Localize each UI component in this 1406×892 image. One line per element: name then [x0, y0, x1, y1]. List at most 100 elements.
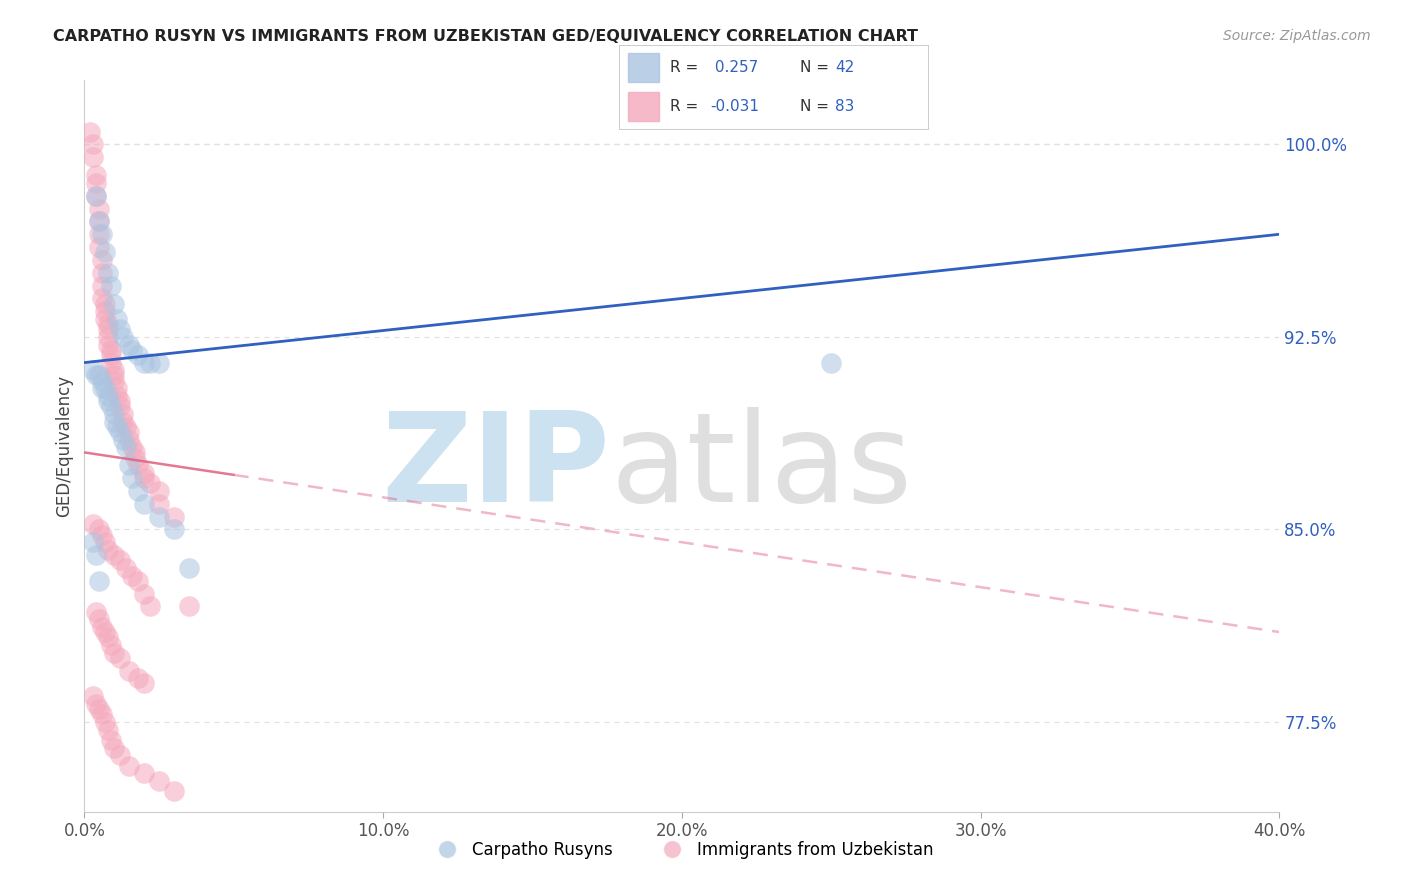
Point	[124, 450, 146, 465]
Point	[118, 758, 141, 772]
Point	[132, 466, 156, 480]
Point	[86, 548, 108, 562]
Point	[89, 368, 111, 383]
Point	[97, 389, 120, 403]
Text: CARPATHO RUSYN VS IMMIGRANTS FROM UZBEKISTAN GED/EQUIVALENCY CORRELATION CHART: CARPATHO RUSYN VS IMMIGRANTS FROM UZBEKI…	[53, 29, 918, 44]
Text: 0.257: 0.257	[710, 60, 758, 75]
Point	[91, 227, 114, 242]
Point	[103, 407, 125, 421]
Point	[89, 240, 111, 254]
Point	[94, 381, 117, 395]
Point	[121, 568, 143, 582]
Text: 83: 83	[835, 99, 855, 114]
Point	[89, 227, 111, 242]
Text: N =: N =	[800, 99, 834, 114]
Point	[127, 671, 149, 685]
Point	[89, 574, 111, 588]
Text: R =: R =	[669, 60, 703, 75]
Point	[110, 748, 132, 763]
Point	[94, 312, 117, 326]
Point	[177, 561, 200, 575]
Point	[112, 433, 135, 447]
Point	[82, 137, 104, 152]
Point	[91, 620, 114, 634]
Point	[139, 476, 162, 491]
Point	[132, 471, 156, 485]
Point	[115, 440, 138, 454]
Point	[97, 723, 120, 737]
Point	[118, 337, 141, 351]
Text: N =: N =	[800, 60, 834, 75]
Point	[110, 399, 132, 413]
Point	[105, 419, 128, 434]
Text: -0.031: -0.031	[710, 99, 759, 114]
Point	[94, 304, 117, 318]
Point	[100, 399, 122, 413]
Point	[100, 278, 122, 293]
Legend: Carpatho Rusyns, Immigrants from Uzbekistan: Carpatho Rusyns, Immigrants from Uzbekis…	[425, 834, 939, 865]
Point	[91, 266, 114, 280]
Point	[97, 322, 120, 336]
Point	[100, 732, 122, 747]
Point	[163, 523, 186, 537]
Point	[110, 394, 132, 409]
Point	[132, 497, 156, 511]
Point	[89, 702, 111, 716]
Point	[103, 368, 125, 383]
Point	[148, 773, 170, 788]
Point	[103, 374, 125, 388]
Point	[103, 740, 125, 755]
Point	[82, 517, 104, 532]
Point	[127, 574, 149, 588]
Point	[105, 389, 128, 403]
Point	[115, 561, 138, 575]
Point	[103, 363, 125, 377]
Text: 42: 42	[835, 60, 855, 75]
Text: Source: ZipAtlas.com: Source: ZipAtlas.com	[1223, 29, 1371, 43]
Point	[100, 348, 122, 362]
Point	[127, 348, 149, 362]
Point	[115, 419, 138, 434]
Point	[163, 509, 186, 524]
Point	[89, 523, 111, 537]
Point	[127, 458, 149, 473]
Point	[86, 605, 108, 619]
Point	[97, 266, 120, 280]
Point	[112, 415, 135, 429]
Point	[97, 317, 120, 331]
Point	[148, 355, 170, 369]
Point	[132, 676, 156, 690]
Point	[148, 497, 170, 511]
Point	[86, 697, 108, 711]
Point	[94, 245, 117, 260]
Point	[118, 425, 141, 439]
Point	[86, 176, 108, 190]
Point	[82, 150, 104, 164]
Point	[86, 168, 108, 182]
Point	[820, 355, 842, 369]
Point	[91, 527, 114, 541]
Point	[163, 784, 186, 798]
Point	[121, 343, 143, 357]
Point	[97, 543, 120, 558]
Point	[112, 330, 135, 344]
Point	[100, 355, 122, 369]
Bar	[628, 92, 659, 120]
Point	[97, 337, 120, 351]
Point	[82, 535, 104, 549]
Point	[91, 292, 114, 306]
Point	[82, 363, 104, 377]
Point	[132, 586, 156, 600]
Point	[91, 252, 114, 267]
Point	[148, 483, 170, 498]
Y-axis label: GED/Equivalency: GED/Equivalency	[55, 375, 73, 517]
Point	[86, 368, 108, 383]
Point	[97, 394, 120, 409]
Point	[103, 548, 125, 562]
Point	[91, 374, 114, 388]
Text: R =: R =	[669, 99, 703, 114]
Point	[139, 355, 162, 369]
Point	[118, 433, 141, 447]
Point	[103, 415, 125, 429]
Point	[177, 599, 200, 614]
